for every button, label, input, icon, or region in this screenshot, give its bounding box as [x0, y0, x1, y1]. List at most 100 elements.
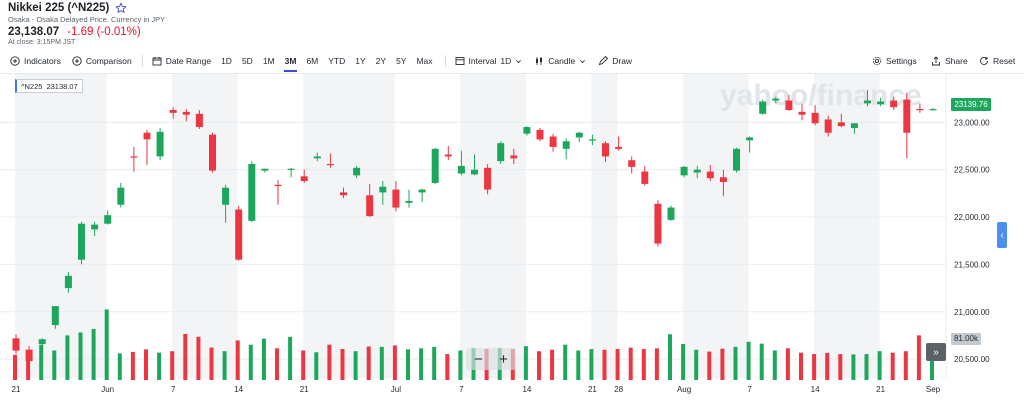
x-tick-label: Aug — [677, 385, 691, 394]
date-range-button[interactable]: Date Range — [152, 56, 211, 66]
volume-bar — [301, 350, 306, 380]
candle-body — [602, 143, 609, 157]
candle — [287, 167, 295, 178]
volume-bar — [445, 354, 450, 380]
volume-bar — [222, 351, 227, 380]
volume-bar — [890, 352, 895, 380]
candle — [719, 169, 727, 197]
range-max[interactable]: Max — [416, 56, 433, 66]
draw-button[interactable]: Draw — [598, 56, 632, 66]
range-3m[interactable]: 3M — [283, 56, 298, 72]
candle — [248, 161, 256, 222]
date-range-label: Date Range — [165, 56, 212, 66]
candle-body — [916, 109, 924, 111]
range-5d[interactable]: 5D — [241, 56, 253, 66]
zoom-in-button[interactable]: + — [499, 350, 508, 368]
volume-bar — [406, 349, 410, 380]
candle-body — [222, 187, 230, 205]
candle — [130, 146, 138, 172]
plus-circle-icon — [72, 56, 82, 66]
candle — [824, 115, 832, 137]
candle-body — [169, 110, 177, 113]
candlestick-icon — [536, 57, 543, 65]
candle-body — [484, 167, 492, 190]
candle-body — [929, 109, 937, 111]
indicators-button[interactable]: Indicators — [10, 56, 61, 66]
volume-bar — [261, 338, 266, 380]
x-tick-label: 14 — [234, 385, 243, 394]
candle-body — [38, 339, 46, 344]
week-band — [172, 74, 238, 378]
double-chevron-right-icon[interactable]: » — [926, 343, 946, 361]
candle-body — [759, 101, 767, 114]
candle — [746, 136, 754, 153]
volume-bar — [39, 344, 44, 380]
zoom-control: − + — [466, 348, 516, 370]
range-1y[interactable]: 1Y — [355, 56, 366, 66]
volume-bar — [196, 336, 201, 380]
candle-body — [340, 192, 347, 196]
volume-bar — [563, 344, 568, 380]
close-time: At close: 3:15PM JST — [8, 39, 76, 46]
volume-bar — [288, 336, 293, 380]
candle — [379, 181, 387, 205]
candle-body — [798, 111, 806, 115]
volume-bar — [720, 348, 725, 380]
candle — [366, 183, 374, 218]
range-ytd[interactable]: YTD — [328, 56, 346, 66]
x-tick-label: 7 — [171, 385, 176, 394]
candle — [117, 182, 125, 208]
volume-bar — [170, 351, 175, 380]
share-button[interactable]: Share — [931, 56, 968, 66]
interval-dropdown[interactable]: Interval 1D — [455, 56, 523, 66]
star-icon[interactable] — [115, 2, 127, 14]
candle-dropdown[interactable]: Candle — [534, 56, 586, 66]
volume-tag: 81.00k — [951, 333, 981, 345]
zoom-out-button[interactable]: − — [474, 350, 483, 368]
candle-body — [182, 111, 190, 115]
range-1d[interactable]: 1D — [221, 56, 232, 66]
candle-body — [772, 98, 780, 101]
chevron-left-icon[interactable]: ‹ — [997, 222, 1007, 248]
range-6m[interactable]: 6M — [306, 56, 319, 66]
volume-bar — [523, 346, 528, 380]
range-2y[interactable]: 2Y — [375, 56, 387, 66]
volume-bar — [641, 349, 646, 380]
x-tick-label: 28 — [614, 385, 623, 394]
candle — [300, 169, 308, 183]
draw-label: Draw — [612, 56, 633, 66]
volume-bar — [668, 334, 672, 380]
candle — [497, 141, 505, 164]
volume-bar — [379, 346, 384, 380]
candle-body — [615, 146, 623, 149]
candle-body — [497, 143, 505, 162]
candle — [484, 164, 492, 195]
candle-body — [562, 141, 570, 149]
candle — [759, 99, 767, 115]
candle-body — [300, 176, 308, 182]
candle — [667, 205, 675, 221]
candle-body — [628, 160, 636, 167]
candle-body — [719, 177, 727, 182]
volume-bar — [877, 351, 882, 380]
candle — [313, 152, 321, 162]
volume-bar — [864, 354, 869, 380]
chevron-down-icon — [516, 59, 522, 63]
candle-body — [588, 139, 596, 141]
candle — [562, 138, 570, 160]
comparison-button[interactable]: Comparison — [72, 56, 132, 66]
candle-body — [405, 200, 413, 203]
candle — [798, 104, 806, 121]
candle — [706, 164, 714, 182]
reset-button[interactable]: Reset — [979, 56, 1015, 66]
volume-bar — [432, 346, 437, 380]
candle — [51, 306, 59, 329]
x-tick-label: 7 — [459, 385, 464, 394]
settings-button[interactable]: Settings — [872, 56, 917, 66]
candle — [182, 109, 190, 122]
candle — [156, 128, 164, 161]
range-5y[interactable]: 5Y — [396, 56, 407, 66]
range-1m[interactable]: 1M — [262, 56, 275, 66]
candle — [78, 221, 85, 265]
